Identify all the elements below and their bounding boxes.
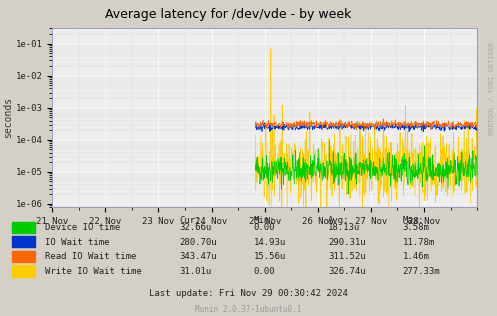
Text: Read IO Wait time: Read IO Wait time: [45, 252, 136, 261]
Text: IO Wait time: IO Wait time: [45, 238, 109, 246]
Text: Munin 2.0.37-1ubuntu0.1: Munin 2.0.37-1ubuntu0.1: [195, 305, 302, 314]
Text: Write IO Wait time: Write IO Wait time: [45, 267, 142, 276]
Text: 0.00: 0.00: [253, 223, 275, 232]
Text: 1.46m: 1.46m: [403, 252, 429, 261]
Text: Avg:: Avg:: [328, 216, 349, 225]
Text: Device IO time: Device IO time: [45, 223, 120, 232]
Text: 280.70u: 280.70u: [179, 238, 217, 246]
Text: 31.01u: 31.01u: [179, 267, 211, 276]
Text: 14.93u: 14.93u: [253, 238, 286, 246]
Text: 11.78m: 11.78m: [403, 238, 435, 246]
Text: 277.33m: 277.33m: [403, 267, 440, 276]
Text: 326.74u: 326.74u: [328, 267, 366, 276]
Text: 343.47u: 343.47u: [179, 252, 217, 261]
Text: 3.58m: 3.58m: [403, 223, 429, 232]
Text: Last update: Fri Nov 29 00:30:42 2024: Last update: Fri Nov 29 00:30:42 2024: [149, 289, 348, 298]
Text: 32.66u: 32.66u: [179, 223, 211, 232]
Text: 18.13u: 18.13u: [328, 223, 360, 232]
Text: 0.00: 0.00: [253, 267, 275, 276]
Text: 15.56u: 15.56u: [253, 252, 286, 261]
Text: Cur:: Cur:: [179, 216, 200, 225]
Text: 311.52u: 311.52u: [328, 252, 366, 261]
Text: Average latency for /dev/vde - by week: Average latency for /dev/vde - by week: [105, 8, 352, 21]
Y-axis label: seconds: seconds: [3, 97, 13, 138]
Text: 290.31u: 290.31u: [328, 238, 366, 246]
Text: Max:: Max:: [403, 216, 424, 225]
Text: Min:: Min:: [253, 216, 275, 225]
Text: RRDTOOL / TOBI OETIKER: RRDTOOL / TOBI OETIKER: [489, 42, 495, 135]
